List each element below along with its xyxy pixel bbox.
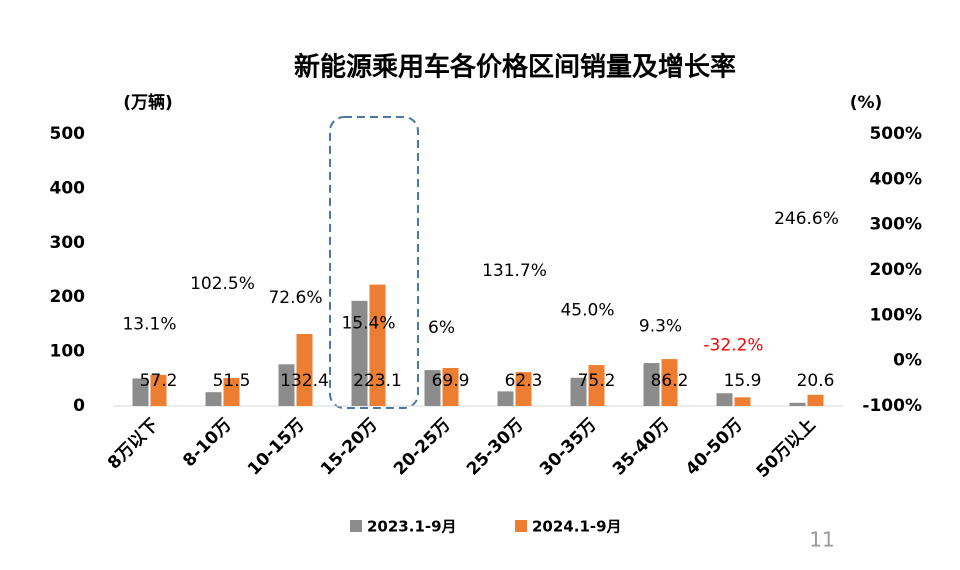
- growth-label: 131.7%: [482, 261, 547, 281]
- growth-label: 13.1%: [122, 315, 176, 335]
- growth-label: 45.0%: [560, 300, 614, 320]
- growth-label: -32.2%: [703, 335, 763, 355]
- value-label: 223.1: [353, 371, 402, 391]
- y-axis-label: (万辆): [123, 92, 173, 113]
- value-label: 57.2: [140, 371, 178, 391]
- x-tick-label: 8-10万: [179, 415, 235, 471]
- y2-tick-label: 300%: [869, 215, 922, 235]
- growth-label: 246.6%: [774, 209, 839, 229]
- value-label: 62.3: [505, 371, 543, 391]
- y2-tick-label: 200%: [869, 260, 922, 280]
- x-tick-label: 8万以下: [104, 415, 163, 474]
- growth-label: 72.6%: [268, 288, 322, 308]
- y2-tick-label: -100%: [862, 396, 922, 416]
- growth-label: 15.4%: [341, 314, 395, 334]
- bar: [588, 365, 605, 406]
- bar: [132, 378, 149, 406]
- x-tick-label: 30-35万: [536, 415, 601, 480]
- x-tick-label: 10-15万: [244, 415, 309, 480]
- x-tick-label: 20-25万: [390, 415, 455, 480]
- y2-axis-label: (%): [850, 93, 883, 113]
- y-tick-label: 400: [50, 178, 86, 198]
- bar: [643, 363, 660, 406]
- value-label: 20.6: [797, 371, 835, 391]
- y-tick-label: 200: [50, 287, 86, 307]
- bar: [442, 367, 459, 406]
- bar: [278, 364, 295, 406]
- bar: [369, 284, 386, 406]
- value-label: 86.2: [651, 371, 689, 391]
- y2-tick-label: 100%: [869, 305, 922, 325]
- x-tick-label: 25-30万: [463, 415, 528, 480]
- bar: [734, 397, 751, 406]
- bar: [205, 392, 222, 406]
- bar: [661, 359, 678, 406]
- value-label: 75.2: [578, 371, 616, 391]
- y2-tick-label: 400%: [869, 169, 922, 189]
- bar: [223, 377, 240, 406]
- legend-swatch: [350, 520, 362, 532]
- y-tick-label: 0: [73, 396, 85, 416]
- y2-tick-label: 500%: [869, 124, 922, 144]
- value-label: 132.4: [280, 371, 329, 391]
- bar: [497, 391, 514, 406]
- y-tick-label: 500: [50, 124, 86, 144]
- bar: [351, 300, 368, 406]
- value-label: 69.9: [432, 371, 470, 391]
- y-tick-label: 100: [50, 342, 86, 362]
- legend-swatch: [515, 520, 527, 532]
- x-tick-label: 50万以上: [753, 415, 820, 482]
- growth-label: 9.3%: [639, 316, 682, 336]
- bar: [515, 372, 532, 406]
- highlight-box: [329, 116, 419, 409]
- page-number: 11: [809, 528, 834, 552]
- legend-label: 2024.1-9月: [532, 518, 622, 536]
- chart-title: 新能源乘用车各价格区间销量及增长率: [294, 52, 736, 83]
- y2-tick-label: 0%: [893, 351, 922, 371]
- bar: [424, 370, 441, 406]
- value-label: 15.9: [724, 371, 762, 391]
- growth-label: 6%: [428, 318, 455, 338]
- bar: [807, 394, 824, 406]
- x-tick-label: 40-50万: [682, 415, 747, 480]
- x-tick-label: 35-40万: [609, 415, 674, 480]
- bar: [789, 402, 806, 406]
- growth-label: 102.5%: [190, 274, 255, 294]
- x-tick-label: 15-20万: [317, 415, 382, 480]
- bar: [150, 374, 167, 406]
- value-label: 51.5: [213, 371, 251, 391]
- bar: [296, 333, 313, 406]
- bar: [570, 377, 587, 406]
- legend-label: 2023.1-9月: [367, 518, 457, 536]
- y-tick-label: 300: [50, 233, 86, 253]
- bar: [716, 393, 733, 406]
